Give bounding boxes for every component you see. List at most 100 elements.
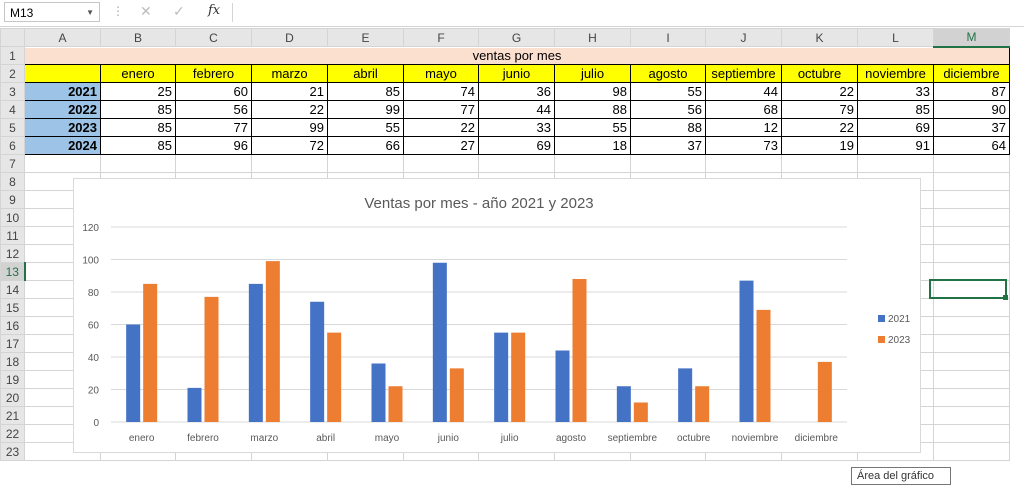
value-cell[interactable]: 55 <box>554 118 631 137</box>
active-cell-m13[interactable] <box>929 279 1007 299</box>
value-cell[interactable]: 22 <box>781 82 858 101</box>
row-header-4[interactable]: 4 <box>0 100 25 119</box>
empty-cell[interactable] <box>933 190 1010 209</box>
row-header-9[interactable]: 9 <box>0 190 25 209</box>
empty-cell[interactable] <box>24 154 101 173</box>
month-header-cell[interactable]: octubre <box>781 64 858 83</box>
empty-cell[interactable] <box>933 298 1010 317</box>
row-header-10[interactable]: 10 <box>0 208 25 227</box>
value-cell[interactable]: 27 <box>403 136 479 155</box>
value-cell[interactable]: 44 <box>705 82 782 101</box>
row-header-11[interactable]: 11 <box>0 226 25 245</box>
column-header-e[interactable]: E <box>327 28 404 47</box>
value-cell[interactable]: 60 <box>175 82 252 101</box>
chevron-down-icon[interactable]: ▼ <box>86 8 94 17</box>
empty-cell[interactable] <box>933 388 1010 407</box>
empty-cell[interactable] <box>933 244 1010 263</box>
value-cell[interactable]: 22 <box>251 100 328 119</box>
value-cell[interactable]: 64 <box>933 136 1010 155</box>
value-cell[interactable]: 21 <box>251 82 328 101</box>
value-cell[interactable]: 77 <box>403 100 479 119</box>
empty-cell[interactable] <box>857 154 934 173</box>
empty-cell[interactable] <box>933 442 1010 461</box>
value-cell[interactable]: 85 <box>100 118 176 137</box>
cancel-icon[interactable]: ✕ <box>140 3 152 19</box>
header-blank-cell[interactable] <box>24 64 101 83</box>
row-header-18[interactable]: 18 <box>0 352 25 371</box>
empty-cell[interactable] <box>478 154 555 173</box>
empty-cell[interactable] <box>933 172 1010 191</box>
value-cell[interactable]: 37 <box>630 136 706 155</box>
value-cell[interactable]: 66 <box>327 136 404 155</box>
month-header-cell[interactable]: noviembre <box>857 64 934 83</box>
month-header-cell[interactable]: junio <box>478 64 555 83</box>
row-header-7[interactable]: 7 <box>0 154 25 173</box>
value-cell[interactable]: 90 <box>933 100 1010 119</box>
empty-cell[interactable] <box>175 154 252 173</box>
row-header-3[interactable]: 3 <box>0 82 25 101</box>
empty-cell[interactable] <box>781 154 858 173</box>
empty-cell[interactable] <box>403 154 479 173</box>
month-header-cell[interactable]: julio <box>554 64 631 83</box>
month-header-cell[interactable]: agosto <box>630 64 706 83</box>
value-cell[interactable]: 98 <box>554 82 631 101</box>
formula-input[interactable] <box>236 2 1024 24</box>
year-cell[interactable]: 2022 <box>24 100 101 119</box>
value-cell[interactable]: 85 <box>327 82 404 101</box>
month-header-cell[interactable]: mayo <box>403 64 479 83</box>
value-cell[interactable]: 99 <box>251 118 328 137</box>
row-header-12[interactable]: 12 <box>0 244 25 263</box>
empty-cell[interactable] <box>933 352 1010 371</box>
value-cell[interactable]: 37 <box>933 118 1010 137</box>
value-cell[interactable]: 55 <box>630 82 706 101</box>
month-header-cell[interactable]: marzo <box>251 64 328 83</box>
column-header-j[interactable]: J <box>705 28 782 47</box>
value-cell[interactable]: 55 <box>327 118 404 137</box>
value-cell[interactable]: 87 <box>933 82 1010 101</box>
chart-area[interactable]: Ventas por mes - año 2021 y 2023 0 20 40 60 8… <box>73 178 921 453</box>
empty-cell[interactable] <box>100 154 176 173</box>
month-header-cell[interactable]: abril <box>327 64 404 83</box>
drag-handle-icon[interactable]: ⋮ <box>112 4 124 18</box>
value-cell[interactable]: 33 <box>857 82 934 101</box>
value-cell[interactable]: 25 <box>100 82 176 101</box>
value-cell[interactable]: 22 <box>403 118 479 137</box>
row-header-16[interactable]: 16 <box>0 316 25 335</box>
month-header-cell[interactable]: enero <box>100 64 176 83</box>
empty-cell[interactable] <box>933 406 1010 425</box>
sheet-title-cell[interactable]: ventas por mes <box>24 46 1010 65</box>
empty-cell[interactable] <box>554 154 631 173</box>
empty-cell[interactable] <box>630 154 706 173</box>
row-header-20[interactable]: 20 <box>0 388 25 407</box>
value-cell[interactable]: 88 <box>630 118 706 137</box>
row-header-21[interactable]: 21 <box>0 406 25 425</box>
empty-cell[interactable] <box>933 226 1010 245</box>
year-cell[interactable]: 2023 <box>24 118 101 137</box>
fill-handle[interactable] <box>1003 295 1008 300</box>
empty-cell[interactable] <box>933 370 1010 389</box>
row-header-1[interactable]: 1 <box>0 46 25 65</box>
row-header-6[interactable]: 6 <box>0 136 25 155</box>
value-cell[interactable]: 74 <box>403 82 479 101</box>
column-header-a[interactable]: A <box>24 28 101 47</box>
value-cell[interactable]: 79 <box>781 100 858 119</box>
column-header-b[interactable]: B <box>100 28 176 47</box>
value-cell[interactable]: 69 <box>478 136 555 155</box>
month-header-cell[interactable]: febrero <box>175 64 252 83</box>
column-header-h[interactable]: H <box>554 28 631 47</box>
month-header-cell[interactable]: diciembre <box>933 64 1010 83</box>
row-header-13[interactable]: 13 <box>0 262 26 281</box>
empty-cell[interactable] <box>933 262 1010 281</box>
select-all-corner[interactable] <box>0 28 25 47</box>
value-cell[interactable]: 91 <box>857 136 934 155</box>
month-header-cell[interactable]: septiembre <box>705 64 782 83</box>
value-cell[interactable]: 19 <box>781 136 858 155</box>
row-header-5[interactable]: 5 <box>0 118 25 137</box>
column-header-f[interactable]: F <box>403 28 479 47</box>
empty-cell[interactable] <box>327 154 404 173</box>
column-header-i[interactable]: I <box>630 28 706 47</box>
value-cell[interactable]: 33 <box>478 118 555 137</box>
row-header-22[interactable]: 22 <box>0 424 25 443</box>
year-cell[interactable]: 2021 <box>24 82 101 101</box>
value-cell[interactable]: 96 <box>175 136 252 155</box>
